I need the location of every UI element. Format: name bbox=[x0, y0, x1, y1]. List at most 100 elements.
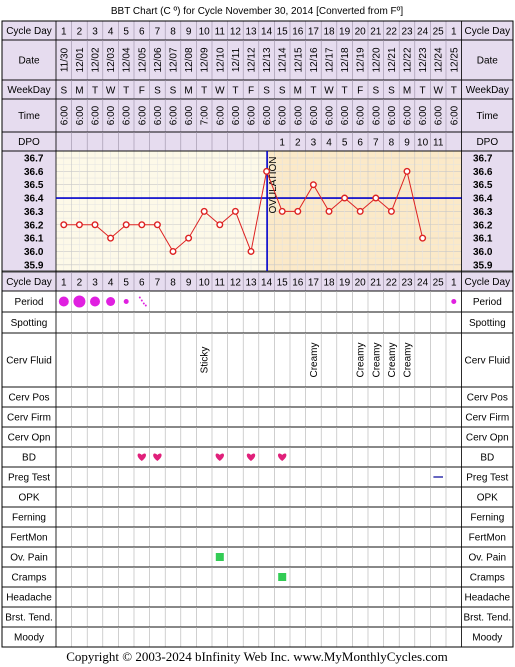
temperature-point bbox=[294, 207, 302, 215]
y-tick-left: 36.7 bbox=[24, 154, 44, 165]
temperature-plot: OVULATION bbox=[56, 151, 462, 271]
cycle-day-cell: 13 bbox=[245, 27, 257, 38]
time-cell: 6:00 bbox=[184, 105, 195, 125]
time-cell: 6:00 bbox=[231, 105, 242, 125]
date-cell: 12/23 bbox=[418, 47, 429, 72]
cycle-day-cell: 4 bbox=[108, 27, 114, 38]
temperature-point bbox=[372, 194, 380, 202]
heart-icon bbox=[215, 453, 224, 461]
cycle-day-cell-bottom: 23 bbox=[401, 278, 413, 289]
cycle-day-cell-bottom: 24 bbox=[417, 278, 429, 289]
spotting-dot bbox=[144, 304, 147, 307]
weekday-cell: F bbox=[139, 86, 145, 97]
temperature-point bbox=[403, 167, 411, 175]
row-label-right-cycle_day: Cycle Day bbox=[465, 277, 511, 288]
date-cell: 12/14 bbox=[278, 47, 289, 72]
row-label-right-headache: Headache bbox=[465, 593, 511, 604]
row-label-left-moody: Moody bbox=[14, 633, 44, 644]
date-cell: 12/22 bbox=[403, 47, 414, 72]
spotting-dot bbox=[140, 299, 143, 302]
weekday-cell: S bbox=[263, 86, 270, 97]
time-cell: 6:00 bbox=[122, 105, 133, 125]
row-label-right-spotting: Spotting bbox=[469, 318, 506, 329]
cycle-day-cell: 11 bbox=[215, 27, 226, 38]
date-cell: 12/01 bbox=[75, 47, 86, 72]
cycle-day-cell-bottom: 11 bbox=[215, 278, 226, 289]
row-label-left-cerv_fluid: Cerv Fluid bbox=[6, 356, 52, 367]
time-cell: 6:00 bbox=[278, 105, 289, 125]
date-cell: 12/13 bbox=[262, 47, 273, 72]
temperature-point bbox=[107, 234, 115, 242]
weekday-cell: S bbox=[60, 86, 67, 97]
y-tick-left: 35.9 bbox=[24, 260, 44, 271]
cerv-fluid-cell: Creamy bbox=[387, 342, 398, 377]
cycle-day-cell-bottom: 22 bbox=[386, 278, 398, 289]
cycle-day-cell-bottom: 19 bbox=[339, 278, 351, 289]
cycle-day-cell: 25 bbox=[433, 27, 445, 38]
time-cell: 6:00 bbox=[169, 105, 180, 125]
cycle-day-cell: 6 bbox=[139, 27, 145, 38]
cycle-day-cell-bottom: 9 bbox=[186, 278, 192, 289]
cycle-day-cell: 3 bbox=[92, 27, 98, 38]
weekday-cell: M bbox=[75, 86, 83, 97]
weekday-cell: M bbox=[184, 86, 192, 97]
cerv-fluid-cell: Creamy bbox=[371, 342, 382, 377]
time-cell: 6:00 bbox=[137, 105, 148, 125]
date-cell: 12/02 bbox=[91, 47, 102, 72]
temperature-point bbox=[387, 207, 395, 215]
cycle-day-cell-bottom: 6 bbox=[139, 278, 145, 289]
y-tick-left: 36.6 bbox=[24, 167, 44, 178]
cycle-day-cell: 12 bbox=[230, 27, 242, 38]
cycle-day-cell-bottom: 15 bbox=[277, 278, 289, 289]
weekday-cell: S bbox=[279, 86, 286, 97]
cycle-day-cell-bottom: 5 bbox=[123, 278, 129, 289]
cramps-mark bbox=[278, 573, 287, 581]
date-cell: 12/03 bbox=[106, 47, 117, 72]
cycle-day-cell: 1 bbox=[451, 27, 457, 38]
date-cell: 12/19 bbox=[356, 47, 367, 72]
row-label-left-brst_tend: Brst. Tend. bbox=[5, 613, 53, 624]
cycle-day-cell-bottom: 20 bbox=[355, 278, 367, 289]
temperature-point bbox=[122, 221, 130, 229]
dpo-cell: 5 bbox=[342, 138, 348, 149]
cycle-day-cell-bottom: 25 bbox=[433, 278, 445, 289]
row-label-right-opk: OPK bbox=[477, 493, 498, 504]
row-label-left-cramps: Cramps bbox=[11, 573, 46, 584]
period-dot bbox=[451, 299, 457, 304]
weekday-cell: W bbox=[324, 86, 334, 97]
temperature-point bbox=[231, 207, 239, 215]
heart-icon bbox=[137, 453, 146, 461]
dpo-cell: 2 bbox=[295, 138, 301, 149]
cycle-day-cell-bottom: 1 bbox=[451, 278, 457, 289]
y-tick-left: 36.4 bbox=[24, 194, 44, 205]
cerv-fluid-cell: Creamy bbox=[309, 342, 320, 377]
cerv-fluid-cell: Creamy bbox=[356, 342, 367, 377]
date-cell: 12/18 bbox=[340, 47, 351, 72]
cycle-day-cell: 10 bbox=[199, 27, 211, 38]
row-label-left-period: Period bbox=[15, 297, 44, 308]
time-cell: 6:00 bbox=[325, 105, 336, 125]
chart-title: BBT Chart (C º) for Cycle November 30, 2… bbox=[111, 6, 403, 17]
dpo-cell: 1 bbox=[279, 138, 285, 149]
y-tick-right: 36.1 bbox=[473, 234, 493, 245]
cycle-day-cell: 8 bbox=[170, 27, 176, 38]
date-cell: 12/09 bbox=[200, 47, 211, 72]
y-tick-right: 35.9 bbox=[473, 260, 493, 271]
y-tick-right: 36.4 bbox=[473, 194, 493, 205]
cycle-day-cell: 22 bbox=[386, 27, 398, 38]
date-cell: 12/11 bbox=[231, 47, 242, 72]
date-cell: 12/06 bbox=[153, 47, 164, 72]
header-row-bg bbox=[2, 21, 513, 40]
weekday-cell: T bbox=[232, 86, 238, 97]
weekday-cell: S bbox=[154, 86, 161, 97]
weekday-cell: M bbox=[294, 86, 302, 97]
temperature-point bbox=[75, 221, 83, 229]
time-cell: 6:00 bbox=[59, 105, 70, 125]
dpo-cell: 3 bbox=[311, 138, 317, 149]
cycle-day-cell: 24 bbox=[417, 27, 429, 38]
cycle-day-cell: 5 bbox=[123, 27, 129, 38]
date-cell: 12/04 bbox=[122, 47, 133, 72]
row-label-right-cerv_fluid: Cerv Fluid bbox=[465, 356, 511, 367]
row-label-right-fertmon: FertMon bbox=[469, 533, 506, 544]
cycle-day-cell-bottom: 7 bbox=[155, 278, 161, 289]
